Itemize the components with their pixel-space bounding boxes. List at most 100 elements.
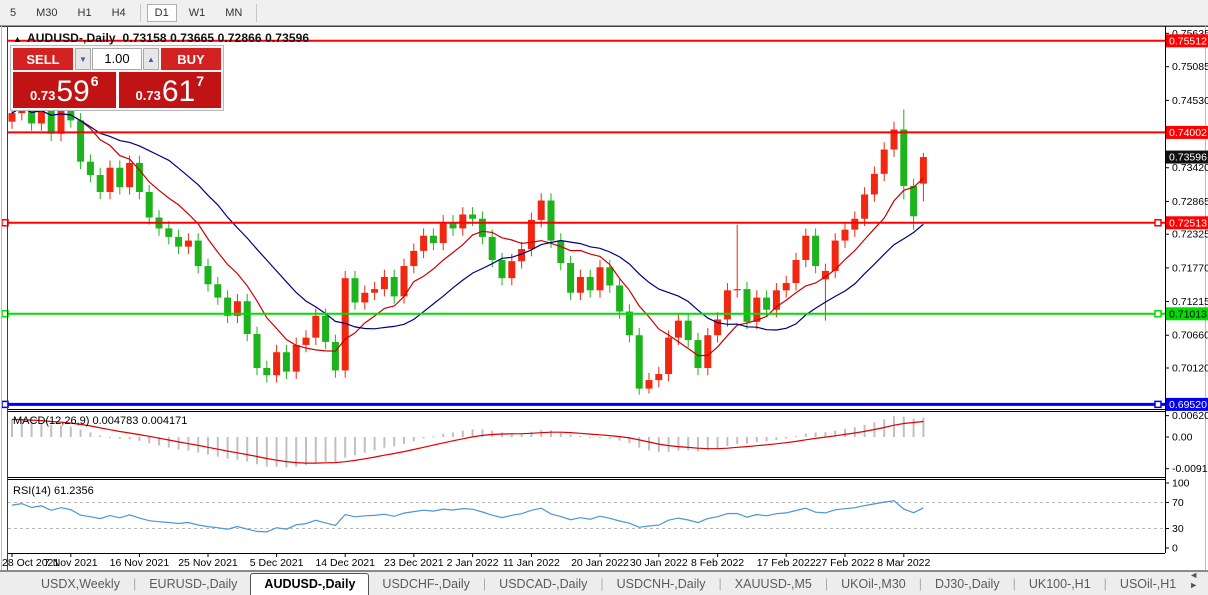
tab-ukoil-m30[interactable]: UKOil-,M30 [841, 577, 906, 591]
timeframe-button-mn[interactable]: MN [225, 6, 243, 19]
date-label: 28 Oct 2021 [2, 557, 59, 569]
candle-body [57, 107, 65, 134]
candle-body [282, 352, 290, 372]
sell-button[interactable]: SELL [13, 48, 73, 70]
macd-tick-label: 0.00 [1172, 432, 1193, 444]
date-label: 11 Jan 2022 [503, 557, 560, 569]
macd-histogram-bar [834, 430, 837, 437]
candle-body [126, 162, 134, 188]
price-tick-label: 0.71215 [1172, 296, 1208, 308]
macd-histogram-bar [432, 436, 435, 438]
candle-body [537, 200, 545, 220]
candle-body [753, 297, 761, 322]
level-handle-right [1154, 310, 1162, 318]
candle-body [714, 319, 722, 336]
macd-indicator-label: MACD(12,26,9) 0.004783 0.004171 [13, 415, 188, 427]
candle-body [723, 290, 731, 320]
candle-body [469, 214, 477, 219]
candle-body [625, 311, 633, 336]
buy-button[interactable]: BUY [161, 48, 221, 70]
macd-histogram-bar [118, 437, 121, 439]
candle-body [86, 161, 94, 176]
sell-price-button[interactable]: 0.73 59 6 [13, 72, 116, 108]
candle-body [743, 289, 751, 322]
candle-body [655, 374, 663, 381]
macd-histogram-bar [40, 422, 43, 437]
price-tick-label: 0.71770 [1172, 262, 1208, 274]
tab-xauusd-m5[interactable]: XAUUSD-,M5 [734, 577, 812, 591]
macd-histogram-bar [305, 437, 307, 466]
macd-histogram-bar [491, 430, 494, 437]
date-label: 27 Feb 2022 [816, 557, 875, 569]
date-label: 8 Mar 2022 [877, 557, 930, 569]
tab-usdcnh-daily[interactable]: USDCNH-,Daily [616, 577, 706, 591]
toolbar-divider [139, 3, 141, 22]
candle-body [224, 297, 232, 316]
tab-usoil-h1[interactable]: USOil-,H1 [1119, 577, 1177, 591]
candle-body [910, 185, 918, 217]
macd-histogram-bar [109, 436, 111, 438]
ohlc-open: 0.73158 [122, 31, 167, 45]
candle-body [214, 284, 222, 298]
macd-histogram-bar [922, 417, 925, 437]
volume-input[interactable]: 1.00 [92, 48, 142, 70]
price-tick-label: 0.70120 [1172, 362, 1208, 374]
tab-usdcad-daily[interactable]: USDCAD-,Daily [499, 577, 588, 591]
price-tag [1166, 397, 1208, 411]
buy-price-button[interactable]: 0.73 61 7 [118, 72, 221, 108]
macd-histogram-bar [520, 433, 523, 437]
candle-body [508, 261, 516, 279]
candle-body [459, 214, 467, 229]
candle-body [420, 235, 428, 251]
tab-eurusd-daily[interactable]: EURUSD-,Daily [149, 577, 238, 591]
candle-body [812, 235, 820, 267]
timeframe-button-h1[interactable]: H1 [77, 6, 92, 19]
candle-body [410, 250, 418, 267]
macd-histogram-bar [246, 437, 249, 462]
chart-canvas[interactable]: 0.756350.750850.745300.734200.728650.723… [0, 0, 1208, 571]
macd-signal-line [11, 418, 924, 464]
macd-histogram-bar [363, 437, 366, 453]
macd-histogram-bar [383, 437, 386, 448]
candle-body [782, 283, 790, 291]
price-tag-label: 0.69520 [1169, 399, 1207, 411]
tab-usdchf-daily[interactable]: USDCHF-,Daily [382, 577, 470, 591]
collapse-triangle-icon[interactable]: ▲ [13, 34, 23, 44]
timeframe-button-h4[interactable]: H4 [111, 6, 126, 19]
timeframe-button-w1[interactable]: W1 [188, 6, 206, 19]
volume-decrease-icon[interactable]: ▼ [75, 48, 91, 70]
tab-separator: | [132, 577, 137, 591]
candle-body [135, 162, 143, 193]
level-handle-right [1154, 400, 1162, 409]
candle-body [919, 157, 927, 184]
tab-audusd-daily[interactable]: AUDUSD-,Daily [250, 573, 370, 595]
candle-body [273, 352, 281, 376]
timeframe-button-m30[interactable]: M30 [36, 6, 58, 19]
macd-histogram-bar [902, 416, 905, 437]
candle-body [900, 129, 908, 186]
timeframe-button-5[interactable]: 5 [10, 6, 17, 19]
candle-body [243, 301, 251, 335]
macd-histogram-bar [510, 433, 513, 437]
macd-histogram-bar [648, 437, 650, 451]
candle-body [263, 367, 271, 376]
tab-dj30-daily[interactable]: DJ30-,Daily [934, 577, 1000, 591]
macd-histogram-bar [540, 430, 543, 437]
timeframe-button-d1[interactable]: D1 [146, 3, 177, 22]
tab-uk100-h1[interactable]: UK100-,H1 [1028, 577, 1091, 591]
macd-histogram-bar [716, 437, 719, 449]
ma-slow-line [11, 106, 924, 331]
macd-histogram-bar [275, 437, 278, 467]
candle-body [400, 266, 408, 297]
macd-histogram-bar [236, 437, 239, 460]
volume-increase-icon[interactable]: ▲ [143, 48, 159, 70]
macd-histogram-bar [403, 437, 405, 444]
rsi-line [11, 500, 924, 533]
macd-histogram-bar [128, 437, 131, 440]
tab-scroll-arrows[interactable]: ◄ ► [1189, 570, 1207, 590]
macd-histogram-bar [550, 430, 552, 437]
candle-body [204, 266, 212, 285]
macd-histogram-bar [354, 437, 356, 456]
tab-usdx-weekly[interactable]: USDX,Weekly [41, 577, 120, 591]
macd-histogram-bar [60, 425, 62, 437]
